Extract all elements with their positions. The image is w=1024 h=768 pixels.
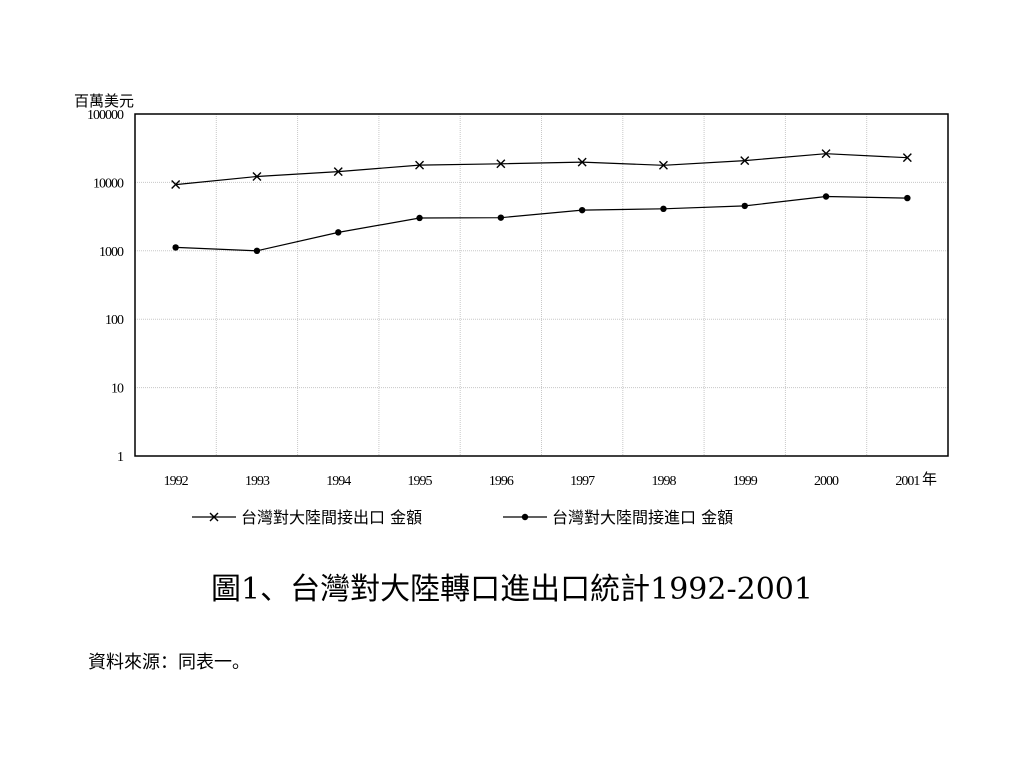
legend-label: 台灣對大陸間接出口 金額 — [241, 508, 422, 527]
y-tick-label: 1000 — [99, 245, 124, 260]
x-marker-stroke — [821, 149, 831, 159]
series-line — [175, 195, 908, 252]
series-2 — [172, 193, 911, 254]
x-tick-label: 1994 — [326, 474, 351, 489]
source-note: 資料來源：同表一。 — [88, 652, 250, 673]
dot-marker — [521, 513, 529, 521]
x-marker — [821, 149, 831, 159]
x-marker — [577, 157, 587, 167]
series-layer — [171, 149, 912, 254]
legend: 台灣對大陸間接出口 金額 台灣對大陸間接進口 金額 — [192, 508, 733, 527]
dot-marker — [335, 229, 342, 236]
dot-marker — [172, 244, 179, 251]
dot-marker — [822, 193, 830, 200]
y-tick-label: 100000 — [87, 108, 124, 123]
x-marker-stroke — [209, 512, 219, 522]
dot-marker — [416, 214, 423, 222]
x-tick-label: 1997 — [570, 474, 595, 489]
series-1 — [171, 149, 912, 190]
x-marker — [902, 153, 912, 163]
dot-marker — [660, 205, 667, 213]
y-tick-label: 10000 — [93, 176, 124, 191]
legend-item: 台灣對大陸間接出口 金額 — [192, 508, 422, 527]
x-tick-label: 1992 — [164, 474, 189, 489]
x-tick-label: 1996 — [489, 474, 514, 489]
y-tick-label: 100 — [105, 313, 124, 328]
gridlines — [135, 114, 948, 456]
x-tick-label: 1999 — [733, 474, 758, 489]
series-line — [175, 153, 908, 186]
x-tick-label: 1993 — [245, 474, 270, 489]
y-axis-unit: 百萬美元 — [74, 92, 134, 110]
x-axis-unit: 年 — [922, 470, 937, 488]
x-tick-label: 1995 — [408, 474, 433, 489]
x-marker — [658, 160, 668, 170]
x-tick-label: 2001 — [895, 474, 920, 489]
x-marker-stroke — [333, 167, 343, 177]
x-marker-stroke — [740, 156, 750, 166]
x-marker-stroke — [577, 157, 587, 167]
x-marker — [415, 160, 425, 170]
x-tick-label: 1998 — [651, 474, 676, 489]
legend-label: 台灣對大陸間接進口 金額 — [552, 508, 733, 527]
x-marker-stroke — [496, 159, 506, 169]
figure-caption: 圖1、台灣對大陸轉口進出口統計1992-2001 — [211, 572, 813, 607]
x-marker-stroke — [415, 160, 425, 170]
dot-marker — [253, 247, 261, 254]
x-marker-stroke — [171, 180, 181, 190]
legend-item: 台灣對大陸間接進口 金額 — [503, 508, 733, 527]
x-marker-stroke — [902, 153, 912, 163]
y-axis-ticks: 1 10 100 1000 10000 100000 — [87, 108, 125, 465]
x-marker-stroke — [252, 171, 262, 181]
dot-marker — [741, 202, 748, 210]
x-marker — [496, 159, 506, 169]
x-marker — [333, 167, 343, 177]
x-axis-ticks: 1992 1993 1994 1995 1996 1997 1998 1999 2000 2001 — [164, 474, 922, 489]
dot-marker — [578, 206, 586, 214]
x-tick-label: 2000 — [814, 474, 839, 489]
dot-marker — [497, 214, 505, 221]
x-marker — [740, 156, 750, 166]
dot-marker — [904, 194, 911, 202]
y-tick-label: 1 — [117, 450, 124, 465]
plot-area-border — [134, 113, 949, 457]
y-tick-label: 10 — [111, 382, 124, 397]
x-marker — [252, 171, 262, 181]
x-marker — [209, 512, 219, 522]
x-marker-stroke — [658, 160, 668, 170]
x-marker — [171, 180, 181, 190]
